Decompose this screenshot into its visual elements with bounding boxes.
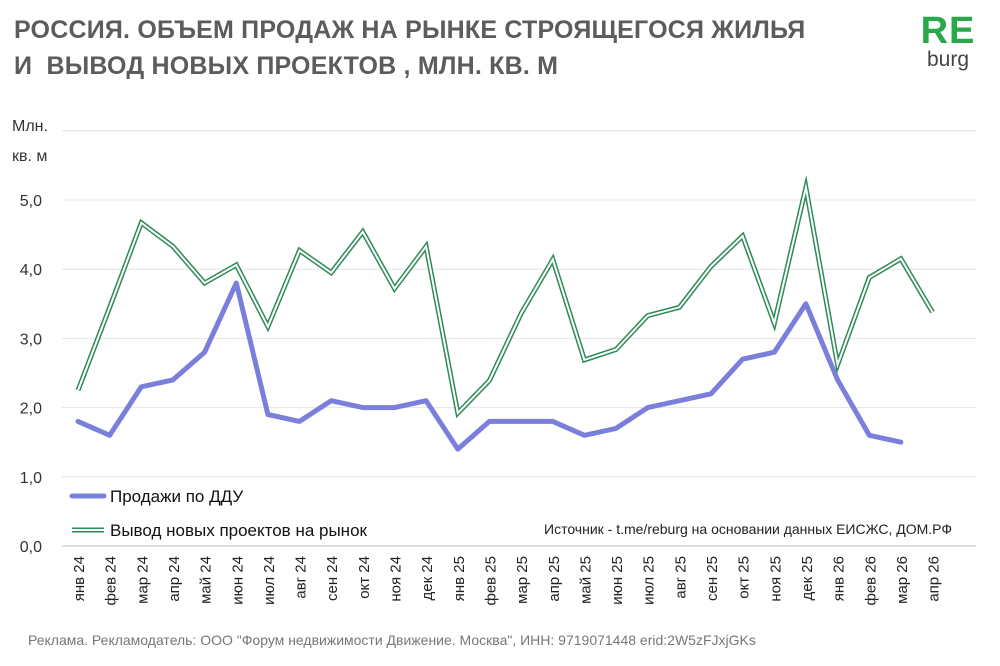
x-tick-label: июл 25 xyxy=(641,556,658,605)
y-tick-label: 0,0 xyxy=(20,539,42,556)
x-tick-label: фев 24 xyxy=(103,556,120,606)
y-axis-unit: Млн. кв. м xyxy=(12,112,48,172)
x-tick-label: сен 25 xyxy=(704,556,721,601)
ad-disclaimer: Реклама. Рекламодатель: ООО "Форум недви… xyxy=(28,632,756,648)
x-tick-label: янв 26 xyxy=(831,556,848,601)
x-tick-label: мар 26 xyxy=(894,556,911,604)
logo-burg-text: burg xyxy=(926,48,970,71)
x-tick-label: май 24 xyxy=(198,556,215,604)
y-axis-unit-line-2: кв. м xyxy=(12,148,48,165)
x-tick-label: янв 24 xyxy=(71,556,88,601)
y-tick-label: 5,0 xyxy=(20,193,42,210)
y-tick-label: 3,0 xyxy=(20,331,42,348)
x-tick-label: фев 26 xyxy=(862,556,879,606)
new-projects-line-outline xyxy=(75,175,935,419)
x-tick-label: янв 25 xyxy=(451,556,468,601)
x-tick-label: дек 24 xyxy=(419,556,436,601)
x-tick-label: мар 24 xyxy=(134,556,151,604)
reburg-logo: RE burg xyxy=(918,12,978,70)
x-tick-label: апр 26 xyxy=(926,556,943,602)
x-tick-label: сен 24 xyxy=(324,556,341,601)
x-tick-label: мар 25 xyxy=(514,556,531,604)
x-tick-label: ноя 25 xyxy=(767,556,784,602)
chart-title: РОССИЯ. ОБЪЕМ ПРОДАЖ НА РЫНКЕ СТРОЯЩЕГОС… xyxy=(14,12,805,84)
chart-title-line-2: И ВЫВОД НОВЫХ ПРОЕКТОВ , МЛН. КВ. М xyxy=(14,52,559,80)
x-tick-label: авг 25 xyxy=(672,556,689,599)
x-tick-label: июл 24 xyxy=(261,556,278,605)
x-tick-label: апр 24 xyxy=(166,556,183,602)
x-tick-label: окт 25 xyxy=(736,556,753,599)
chart-title-line-1: РОССИЯ. ОБЪЕМ ПРОДАЖ НА РЫНКЕ СТРОЯЩЕГОС… xyxy=(14,16,806,44)
x-tick-label: май 25 xyxy=(577,556,594,604)
x-tick-label: окт 24 xyxy=(356,556,373,599)
x-tick-label: июн 25 xyxy=(609,556,626,605)
source-note: Источник - t.me/reburg на основании данн… xyxy=(544,521,953,537)
legend-label-new-projects: Вывод новых проектов на рынок xyxy=(110,521,368,540)
legend-label-sales: Продажи по ДДУ xyxy=(110,487,243,506)
y-axis-unit-line-1: Млн. xyxy=(12,118,48,135)
x-tick-label: ноя 24 xyxy=(388,556,405,602)
x-tick-label: авг 24 xyxy=(293,556,310,599)
sales-line xyxy=(75,280,904,452)
new-projects-line-inner xyxy=(77,182,934,416)
y-tick-label: 1,0 xyxy=(20,470,42,487)
y-tick-label: 4,0 xyxy=(20,262,42,279)
x-tick-label: июн 24 xyxy=(229,556,246,605)
x-tick-label: дек 25 xyxy=(799,556,816,601)
x-tick-label: апр 25 xyxy=(546,556,563,602)
y-tick-label: 2,0 xyxy=(20,401,42,418)
x-tick-label: фев 25 xyxy=(482,556,499,606)
logo-re-text: RE xyxy=(920,10,976,52)
